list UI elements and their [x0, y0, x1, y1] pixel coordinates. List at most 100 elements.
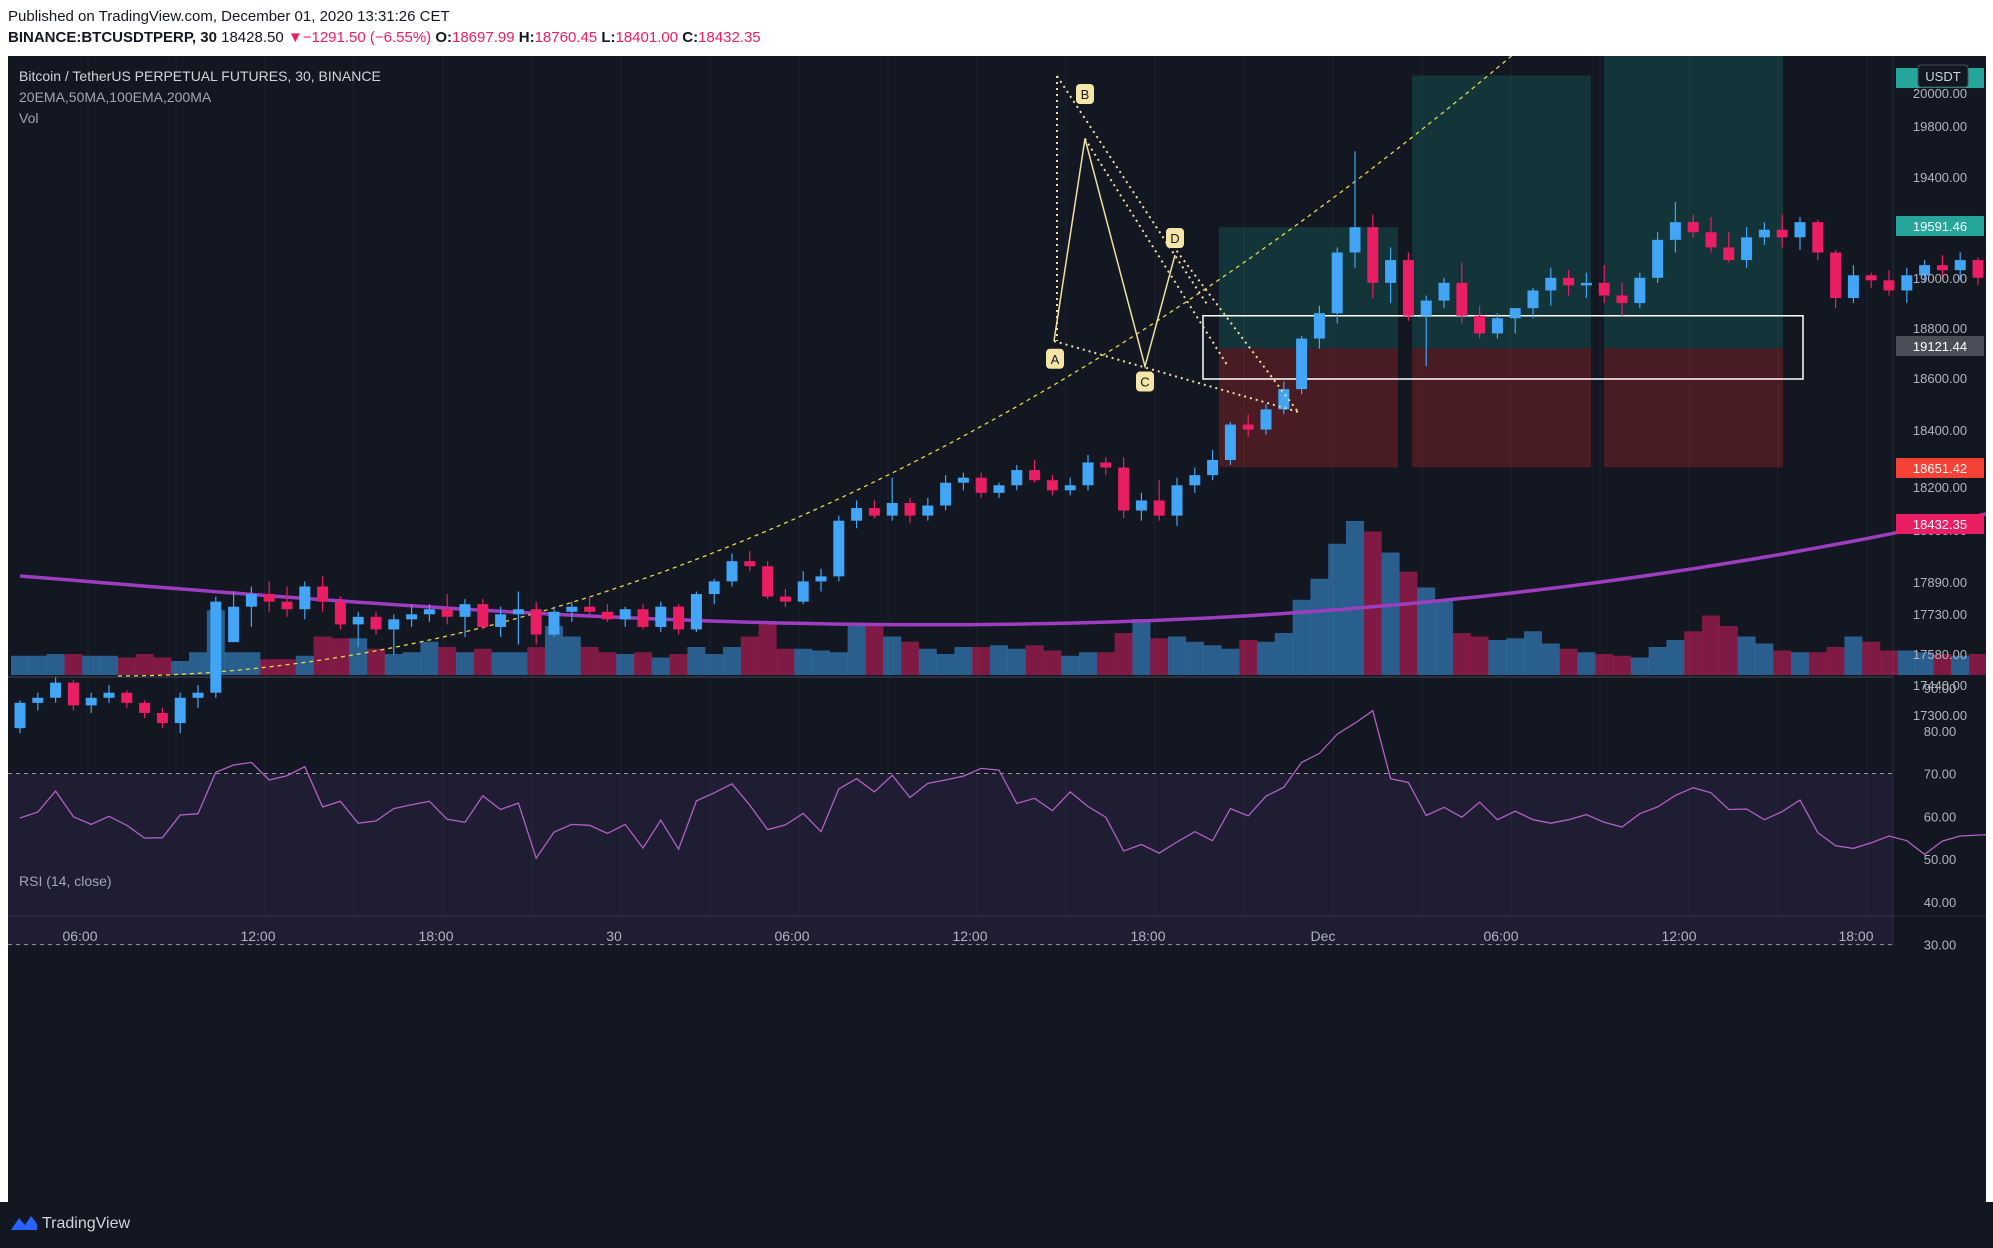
tradingview-logo-icon[interactable]	[10, 1212, 38, 1234]
ma-line	[19, 510, 1993, 627]
volume-bar	[491, 652, 510, 675]
legend-volume[interactable]: Vol	[19, 110, 38, 126]
stop-zone	[1604, 348, 1783, 468]
candle-body	[1919, 265, 1931, 276]
candle-body	[655, 606, 667, 627]
tradingview-brand[interactable]: TradingView	[42, 1215, 131, 1232]
candle-body	[1278, 389, 1290, 410]
candle-body	[797, 581, 809, 602]
volume-bar	[11, 655, 29, 675]
volume-bar	[1559, 648, 1578, 675]
volume-bar	[82, 655, 101, 675]
pattern-point-badge	[1076, 84, 1094, 104]
candle-body	[1171, 485, 1183, 516]
price-label-badge	[1896, 514, 1984, 534]
volume-bar	[313, 636, 332, 675]
volume-bar	[545, 626, 563, 675]
volume-bar	[1755, 643, 1774, 675]
price-label-text: 19591.46	[1913, 219, 1967, 234]
candle-body	[1420, 300, 1432, 316]
candle-body	[103, 692, 115, 698]
price-tick: 18800.00	[1913, 321, 1967, 336]
volume-bar	[1506, 638, 1525, 675]
price-tick: 18400.00	[1913, 423, 1967, 438]
candle-body	[940, 482, 952, 506]
candle-body	[1349, 227, 1361, 253]
legend-rsi[interactable]: RSI (14, close)	[19, 873, 112, 889]
candle-body	[1385, 260, 1397, 283]
candle-body	[815, 576, 827, 582]
time-tick: 30	[606, 928, 622, 944]
volume-bar	[1666, 640, 1685, 675]
volume-bar	[936, 654, 955, 675]
time-tick: 12:00	[952, 928, 987, 944]
candle-body	[192, 692, 204, 698]
pattern-point-label: A	[1051, 352, 1060, 367]
volume-bar	[616, 654, 635, 675]
volume-bar	[1880, 650, 1898, 675]
candle-body	[1100, 462, 1112, 468]
candle-body	[245, 594, 257, 607]
close-value: 18432.35	[698, 29, 761, 46]
volume-bar	[331, 638, 350, 675]
candle-body	[1598, 282, 1610, 296]
candle-body	[779, 596, 791, 602]
candle-body	[975, 477, 987, 493]
volume-bar	[634, 652, 652, 675]
price-label-badge	[1896, 336, 1984, 356]
candle-body	[1669, 222, 1681, 240]
volume-bar	[224, 652, 243, 675]
axes: 20000.0019800.0019400.0019200.0019000.00…	[62, 68, 1984, 953]
candle-body	[67, 682, 79, 706]
pattern-point-badge	[1136, 371, 1154, 392]
candle-body	[423, 609, 435, 615]
volume-bar	[1470, 636, 1489, 675]
candle-body	[1260, 409, 1272, 430]
candle-body	[1207, 459, 1219, 476]
volume-bar	[847, 626, 866, 675]
price-tick: 18600.00	[1913, 371, 1967, 386]
time-tick: 06:00	[1483, 928, 1518, 944]
volume-bar	[1399, 571, 1418, 675]
volume-bar	[812, 650, 830, 675]
currency-badge[interactable]	[1917, 64, 1969, 88]
candle-body	[584, 606, 596, 612]
currency-badge-label: USDT	[1925, 69, 1960, 84]
volume-bar	[1488, 640, 1507, 675]
candle-body	[601, 611, 613, 620]
volume-bar	[1203, 645, 1222, 675]
candle-body	[1456, 282, 1468, 316]
candle-body	[1794, 222, 1806, 238]
volume-bar	[580, 647, 599, 675]
candle-body	[744, 561, 756, 567]
price-label-text: 19121.44	[1913, 339, 1967, 354]
price-tick: 17890.00	[1913, 575, 1967, 590]
volume-bar	[901, 641, 919, 675]
candle-body	[851, 508, 863, 521]
volume-bar	[1114, 633, 1133, 675]
target-zone	[1604, 56, 1783, 349]
candle-body	[388, 619, 400, 630]
high-value: 18760.45	[534, 29, 598, 46]
volume-bar	[1577, 652, 1596, 675]
time-tick: 18:00	[418, 928, 453, 944]
volume-bar	[1239, 640, 1258, 675]
candle-body	[406, 614, 418, 620]
volume-bar	[153, 657, 172, 675]
volume-bar	[117, 657, 136, 675]
candle-body	[904, 502, 916, 516]
volume-bar	[1684, 631, 1703, 675]
volume-bar	[776, 648, 795, 675]
rsi-tick: 80.00	[1924, 724, 1957, 739]
volume-bar	[829, 652, 848, 675]
volume-bar	[1274, 633, 1293, 675]
legend-title: Bitcoin / TetherUS PERPETUAL FUTURES, 30…	[19, 68, 381, 84]
volume-bar	[46, 654, 65, 675]
candle-body	[1545, 277, 1557, 291]
volume-bar	[135, 654, 154, 675]
legend-indicators[interactable]: 20EMA,50MA,100EMA,200MA	[19, 89, 212, 105]
stop-zone	[1219, 348, 1398, 468]
candles	[14, 151, 1993, 734]
